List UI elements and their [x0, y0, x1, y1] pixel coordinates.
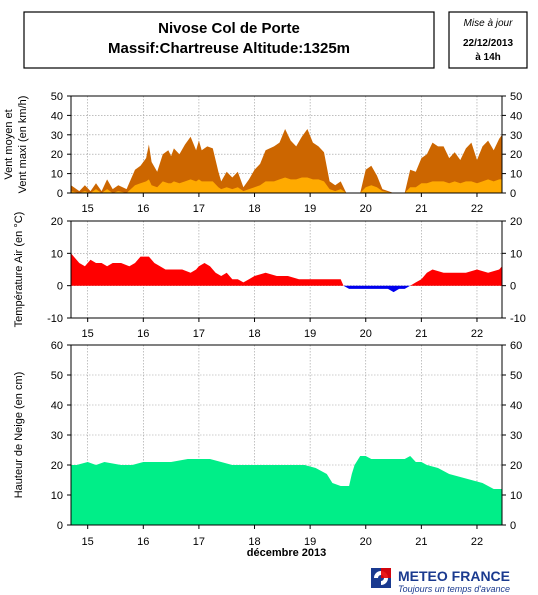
- wind-mean-area: [71, 177, 502, 193]
- panel-3: 0 0 10 10 20 20 30 30 40 40 50 50 60 60 15 16 17 18 19 20 21…: [13, 340, 522, 559]
- temperature-positive-area: [71, 253, 502, 286]
- x-tick-label: 18: [248, 536, 260, 548]
- temperature-negative-area: [71, 285, 502, 293]
- y-tick-label-left: 0: [57, 281, 63, 293]
- x-tick-label: 19: [304, 203, 316, 215]
- x-axis-label: décembre 2013: [247, 547, 327, 559]
- y-tick-label-left: 60: [51, 340, 63, 352]
- y-tick-label-left: 0: [57, 520, 63, 532]
- x-tick-label: 15: [82, 328, 94, 340]
- y-tick-label-right: 40: [510, 110, 522, 122]
- x-tick-label: 18: [248, 203, 260, 215]
- panel-frame: [70, 95, 503, 194]
- x-tick-label: 17: [193, 536, 205, 548]
- wind-max-area: [71, 129, 502, 193]
- y-tick-label-right: 10: [510, 490, 522, 502]
- x-tick-label: 19: [304, 536, 316, 548]
- y-tick-label-left: 30: [51, 130, 63, 142]
- y-axis-label: Vent maxi (en km/h): [17, 96, 29, 194]
- y-tick-label-left: 40: [51, 400, 63, 412]
- x-tick-label: 17: [193, 203, 205, 215]
- y-tick-label-left: 0: [57, 188, 63, 200]
- y-tick-label-right: 10: [510, 169, 522, 181]
- panel-1: 0 0 10 10 20 20 30 30 40 40 50 50 15 16 17 18 19 20 21 22 Ve…: [3, 91, 522, 215]
- x-tick-label: 21: [415, 536, 427, 548]
- y-tick-label-left: 50: [51, 91, 63, 103]
- y-tick-label-left: 10: [51, 490, 63, 502]
- update-label: Mise à jour: [464, 18, 514, 29]
- y-axis-label: Température Air (en °C): [13, 212, 25, 328]
- y-tick-label-right: 0: [510, 281, 516, 293]
- title-line1: Nivose Col de Porte: [158, 20, 300, 37]
- update-time: à 14h: [475, 52, 501, 63]
- title-box: [23, 11, 435, 69]
- x-tick-label: 16: [137, 536, 149, 548]
- x-tick-label: 20: [360, 536, 372, 548]
- y-tick-label-right: 0: [510, 188, 516, 200]
- brand-name: METEO FRANCE: [398, 568, 510, 584]
- chart-panels: 0 0 10 10 20 20 30 30 40 40 50 50 15 16 17 18 19 20 21 22 Ve…: [3, 91, 526, 559]
- panel-2: -10 -10 0 0 10 10 20 20 15 16 17 18 19 20 21 22 Températ…: [13, 212, 526, 340]
- y-tick-label-left: 30: [51, 430, 63, 442]
- y-tick-label-right: 40: [510, 400, 522, 412]
- title-line2: Massif:Chartreuse Altitude:1325m: [108, 40, 350, 57]
- x-tick-label: 15: [82, 203, 94, 215]
- y-tick-label-left: 10: [51, 248, 63, 260]
- y-tick-label-right: 30: [510, 130, 522, 142]
- y-tick-label-right: -10: [510, 313, 526, 325]
- y-tick-label-right: 50: [510, 370, 522, 382]
- y-tick-label-right: 20: [510, 460, 522, 472]
- panel-frame: [70, 220, 503, 319]
- x-tick-label: 18: [248, 328, 260, 340]
- x-tick-label: 22: [471, 328, 483, 340]
- x-tick-label: 21: [415, 328, 427, 340]
- y-axis-label: Vent moyen et: [3, 109, 15, 179]
- x-tick-label: 21: [415, 203, 427, 215]
- snow-height-area: [71, 456, 502, 525]
- y-axis-label: Hauteur de Neige (en cm): [13, 372, 25, 499]
- y-tick-label-right: 30: [510, 430, 522, 442]
- x-tick-label: 17: [193, 328, 205, 340]
- y-tick-label-right: 50: [510, 91, 522, 103]
- y-tick-label-left: 20: [51, 216, 63, 228]
- y-tick-label-right: 10: [510, 248, 522, 260]
- y-tick-label-left: 10: [51, 169, 63, 181]
- brand-tagline: Toujours un temps d'avance: [398, 584, 510, 594]
- x-tick-label: 22: [471, 203, 483, 215]
- y-tick-label-left: -10: [47, 313, 63, 325]
- y-tick-label-right: 20: [510, 216, 522, 228]
- x-tick-label: 15: [82, 536, 94, 548]
- y-tick-label-left: 20: [51, 149, 63, 161]
- meteo-france-logo: [371, 568, 391, 588]
- logo-red-accent: [381, 568, 391, 578]
- x-tick-label: 16: [137, 328, 149, 340]
- x-tick-label: 16: [137, 203, 149, 215]
- x-tick-label: 20: [360, 203, 372, 215]
- y-tick-label-left: 50: [51, 370, 63, 382]
- x-tick-label: 20: [360, 328, 372, 340]
- x-tick-label: 22: [471, 536, 483, 548]
- y-tick-label-left: 40: [51, 110, 63, 122]
- update-box: [448, 11, 528, 69]
- y-tick-label-left: 20: [51, 460, 63, 472]
- update-date: 22/12/2013: [463, 38, 513, 49]
- y-tick-label-right: 60: [510, 340, 522, 352]
- y-tick-label-right: 20: [510, 149, 522, 161]
- x-tick-label: 19: [304, 328, 316, 340]
- y-tick-label-right: 0: [510, 520, 516, 532]
